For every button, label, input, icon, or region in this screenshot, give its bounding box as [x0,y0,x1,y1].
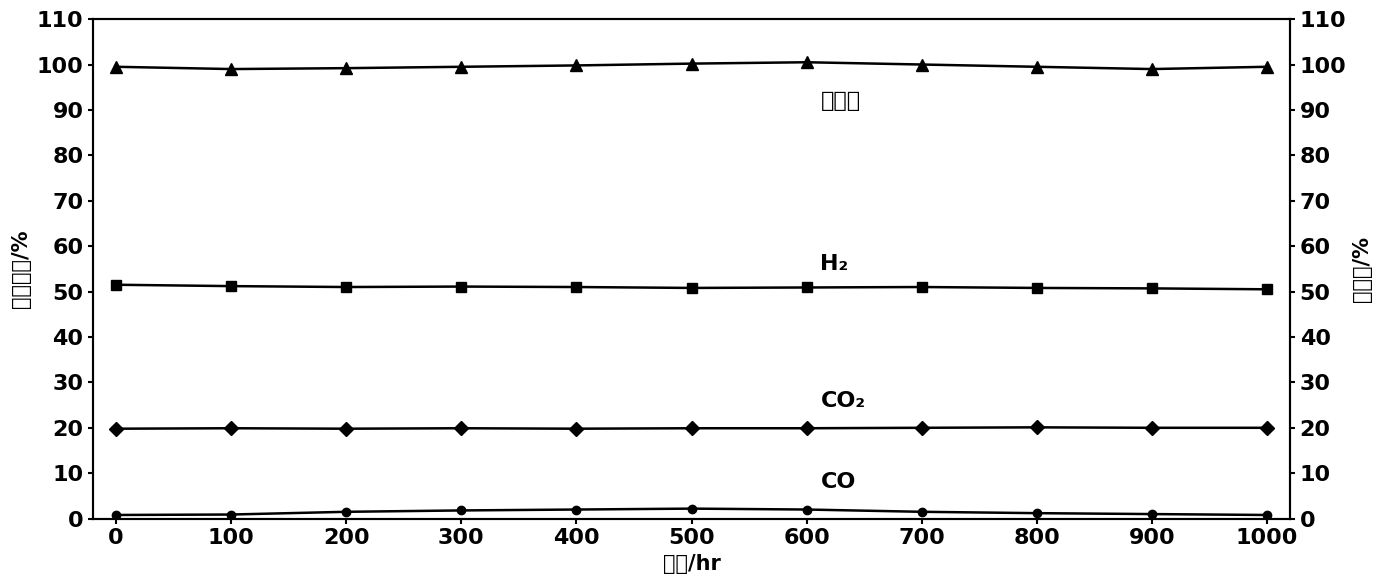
Y-axis label: 产物组成/%: 产物组成/% [11,229,30,308]
Y-axis label: 转化率/%: 转化率/% [1353,236,1372,302]
Text: 转化率: 转化率 [820,91,860,111]
Text: H₂: H₂ [820,254,849,274]
Text: CO₂: CO₂ [820,391,866,411]
Text: CO: CO [820,472,856,493]
X-axis label: 时间/hr: 时间/hr [662,554,721,574]
